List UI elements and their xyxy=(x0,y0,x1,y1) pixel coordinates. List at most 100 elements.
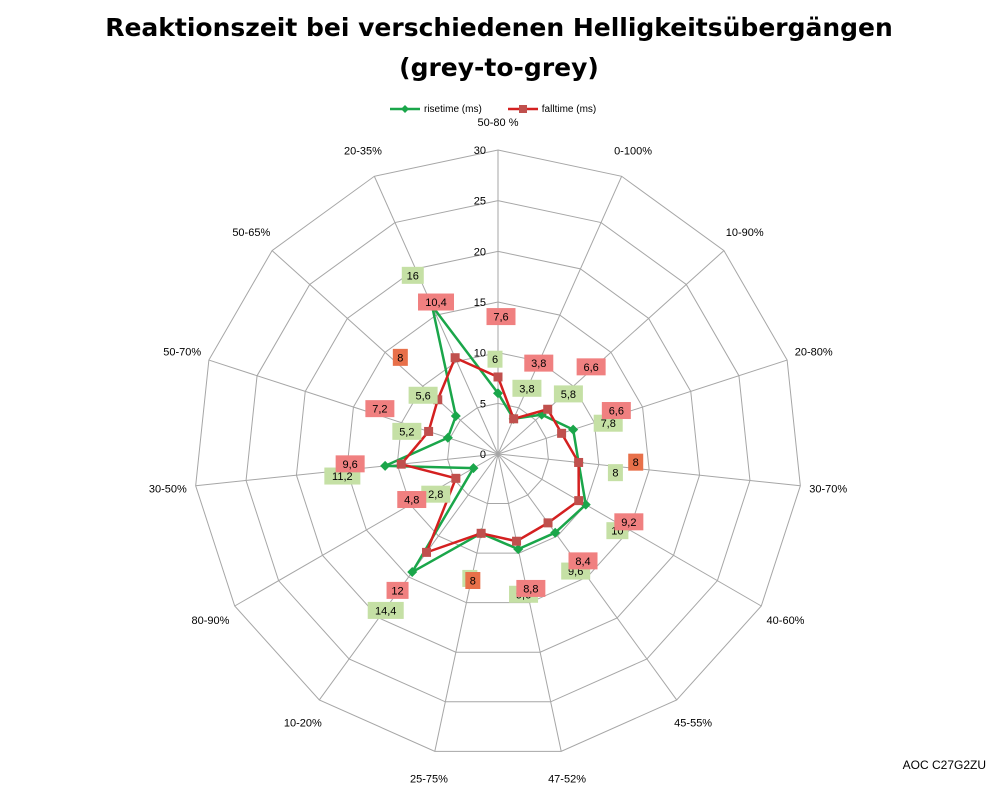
rise-data-point xyxy=(380,460,391,471)
fall-data-point xyxy=(543,404,553,414)
rise-data-point xyxy=(550,527,561,538)
fall-data-label-bg xyxy=(628,453,644,471)
fall-data-label: 3,8 xyxy=(531,358,546,370)
category-label: 40-60% xyxy=(767,615,805,627)
category-label: 50-70% xyxy=(163,346,201,358)
rise-data-label: 8 xyxy=(612,468,618,480)
rise-data-point xyxy=(513,544,524,555)
grid-ring xyxy=(195,149,801,752)
legend-fall-label: falltime (ms) xyxy=(541,103,597,115)
grid-spoke xyxy=(497,453,801,487)
radial-tick-label: 10 xyxy=(474,348,486,360)
category-label: 10-20% xyxy=(284,718,322,730)
fall-data-label-bg xyxy=(601,402,631,420)
category-label: 30-70% xyxy=(809,484,847,496)
category-label: 0-100% xyxy=(614,146,652,158)
fall-data-label-bg xyxy=(392,348,408,366)
rise-data-label-bg xyxy=(392,422,422,440)
fall-data-label: 6,6 xyxy=(609,406,624,418)
category-label: 10-90% xyxy=(726,227,764,239)
chart-subtitle: (grey-to-grey) xyxy=(399,53,599,82)
fall-data-label-bg xyxy=(576,358,606,376)
category-label: 45-55% xyxy=(674,718,712,730)
rise-data-point xyxy=(450,411,461,422)
fall-data-label: 7,2 xyxy=(372,404,387,416)
fall-data-point xyxy=(476,528,486,538)
rise-data-label: 2,8 xyxy=(428,489,443,501)
fall-data-label: 9,6 xyxy=(343,459,358,471)
rise-data-label: 5,6 xyxy=(415,390,430,402)
grid-ring xyxy=(295,250,701,653)
fall-data-label-bg xyxy=(465,572,481,590)
fall-data-label: 8,8 xyxy=(523,583,538,595)
fall-data-label: 8 xyxy=(470,576,476,588)
grid-spoke xyxy=(373,176,499,455)
rise-data-label: 14,4 xyxy=(375,605,396,617)
category-label: 50-65% xyxy=(232,227,270,239)
radial-tick-label: 0 xyxy=(480,449,486,461)
fall-series-line xyxy=(400,356,580,554)
legend-rise-label: risetime (ms) xyxy=(424,103,482,115)
rise-data-label: 5,2 xyxy=(399,426,414,438)
rise-data-label-bg xyxy=(607,464,623,482)
fall-data-label-bg xyxy=(365,400,395,418)
fall-data-point xyxy=(557,428,567,438)
rise-data-point xyxy=(580,499,591,510)
fall-data-label-bg xyxy=(386,581,409,599)
radial-tick-label: 5 xyxy=(480,398,486,410)
category-label: 47-52% xyxy=(548,774,586,786)
category-label: 30-50% xyxy=(149,484,187,496)
fall-data-point xyxy=(493,372,503,382)
fall-data-label: 4,8 xyxy=(404,495,419,507)
fall-data-point xyxy=(396,459,406,469)
category-label: 25-75% xyxy=(410,774,448,786)
legend-rise-marker xyxy=(390,105,420,113)
footer-model: AOC C27G2ZU xyxy=(902,758,986,772)
rise-data-point xyxy=(468,463,479,474)
fall-data-label-bg xyxy=(524,354,554,372)
fall-data-point xyxy=(433,395,443,405)
fall-data-label-bg xyxy=(568,552,598,570)
rise-data-label: 6 xyxy=(492,354,498,366)
fall-data-point xyxy=(422,547,432,557)
radial-tick-label: 20 xyxy=(474,246,486,258)
grid-ring xyxy=(346,301,650,604)
grid-spoke xyxy=(497,250,725,455)
rise-series-line xyxy=(383,304,588,574)
category-label: 50-80 % xyxy=(478,117,519,129)
fall-data-label: 7,6 xyxy=(493,312,508,324)
fall-data-point xyxy=(450,353,460,363)
grid-ring xyxy=(245,200,751,703)
fall-data-point xyxy=(574,496,584,506)
rise-data-label-bg xyxy=(487,350,503,368)
fall-data-label: 10,4 xyxy=(425,297,446,309)
rise-data-label: 5,8 xyxy=(561,389,576,401)
fall-data-label: 12 xyxy=(391,585,403,597)
fall-data-point xyxy=(574,457,584,467)
rise-data-label-bg xyxy=(367,601,404,619)
rise-data-label-bg xyxy=(408,386,438,404)
category-label: 80-90% xyxy=(192,615,230,627)
legend-item-fall: falltime (ms) xyxy=(507,103,597,115)
fall-data-label: 8,4 xyxy=(575,556,590,568)
radial-tick-label: 30 xyxy=(474,145,486,157)
category-label: 20-35% xyxy=(344,146,382,158)
fall-data-label-bg xyxy=(397,491,427,509)
legend-fall-marker xyxy=(507,105,538,113)
legend-item-rise: risetime (ms) xyxy=(390,104,482,115)
category-label: 20-80% xyxy=(795,346,833,358)
rise-data-label-bg xyxy=(512,379,542,397)
fall-data-point xyxy=(509,414,519,424)
grid-spoke xyxy=(434,453,499,752)
rise-data-label: 3,8 xyxy=(519,383,534,395)
fall-data-label-bg xyxy=(614,513,644,531)
rise-data-label-bg xyxy=(553,385,583,403)
fall-data-label: 6,6 xyxy=(583,362,598,374)
fall-data-label: 8 xyxy=(397,352,403,364)
grid-ring xyxy=(447,402,549,505)
fall-data-label-bg xyxy=(486,308,516,326)
rise-data-label-bg xyxy=(401,266,424,284)
radial-tick-label: 15 xyxy=(474,297,486,309)
grid-spoke xyxy=(497,176,623,455)
